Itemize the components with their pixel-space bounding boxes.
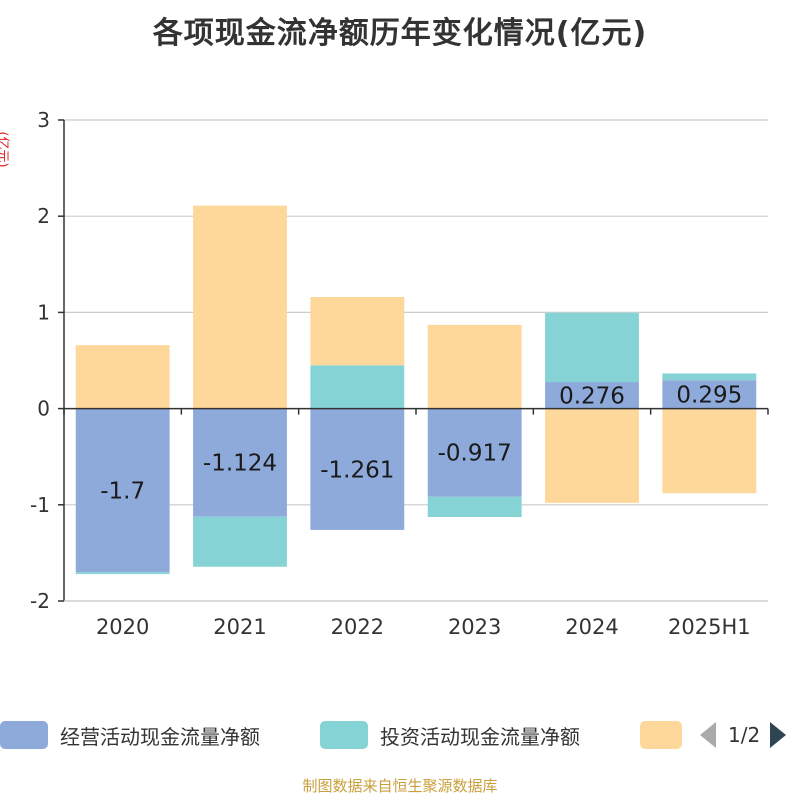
x-tick-label: 2022 bbox=[331, 615, 384, 639]
data-label: -1.261 bbox=[320, 457, 394, 483]
y-tick-label: 0 bbox=[37, 397, 50, 421]
data-label: 0.276 bbox=[559, 383, 625, 409]
bar-series2-2024 bbox=[545, 408, 639, 503]
legend-label-operating: 经营活动现金流量净额 bbox=[60, 724, 260, 749]
bar-series2-2023 bbox=[427, 324, 522, 409]
y-tick-label: 1 bbox=[37, 300, 50, 324]
bar-series0-2022 bbox=[310, 408, 405, 530]
bars bbox=[75, 205, 757, 575]
legend-swatch-third bbox=[640, 721, 682, 749]
data-source-note: 制图数据来自恒生聚源数据库 bbox=[302, 777, 498, 795]
y-tick-label: 3 bbox=[37, 108, 50, 132]
bar-series0-2020 bbox=[75, 408, 170, 573]
y-tick-label: -2 bbox=[30, 589, 50, 613]
data-label: -1.7 bbox=[100, 478, 145, 504]
bar-series1-2024 bbox=[545, 312, 639, 383]
data-label: 0.295 bbox=[676, 382, 742, 408]
data-label: -1.124 bbox=[203, 451, 277, 477]
axes: -2 -1 0 1 2 3 2020 2021 2022 2023 2024 2025H1 bbox=[30, 108, 769, 639]
bar-series1-2025H1 bbox=[662, 373, 757, 381]
legend-swatch-operating bbox=[0, 721, 48, 749]
legend-item-investing[interactable]: 投资活动现金流量净额 bbox=[320, 715, 580, 755]
next-page-icon[interactable] bbox=[770, 722, 787, 748]
chart-title: 各项现金流净额历年变化情况(亿元) bbox=[152, 16, 648, 51]
legend: 经营活动现金流量净额 投资活动现金流量净额 bbox=[0, 715, 800, 755]
bar-series1-2022 bbox=[310, 365, 405, 409]
x-tick-label: 2023 bbox=[448, 615, 501, 639]
legend-item-financing[interactable] bbox=[640, 715, 694, 755]
x-tick-label: 2020 bbox=[96, 615, 149, 639]
bar-series0-2025H1 bbox=[662, 380, 757, 409]
legend-pager: 1/2 bbox=[700, 715, 787, 755]
x-tick-label: 2025H1 bbox=[668, 615, 751, 639]
legend-swatch-investing bbox=[320, 721, 368, 749]
bar-series1-2021 bbox=[193, 516, 287, 567]
data-label: -0.917 bbox=[438, 441, 512, 467]
bar-series2-2021 bbox=[193, 205, 287, 409]
bar-series0-2024 bbox=[545, 382, 639, 409]
prev-page-icon[interactable] bbox=[700, 722, 716, 748]
data-labels: -1.7 -1.124 -1.261 -0.917 0.276 0.295 bbox=[100, 382, 742, 504]
legend-label-investing: 投资活动现金流量净额 bbox=[380, 724, 580, 749]
bar-series1-2020 bbox=[75, 572, 170, 575]
x-tick-label: 2021 bbox=[213, 615, 266, 639]
y-tick-label: 2 bbox=[37, 204, 50, 228]
bar-series0-2021 bbox=[193, 408, 287, 517]
bar-series2-2025H1 bbox=[662, 408, 757, 494]
y-tick-label: -1 bbox=[30, 493, 50, 517]
bar-series2-2022 bbox=[310, 297, 405, 366]
legend-item-operating[interactable]: 经营活动现金流量净额 bbox=[0, 715, 260, 755]
bar-series1-2023 bbox=[427, 496, 522, 518]
legend-page-indicator: 1/2 bbox=[728, 723, 761, 747]
x-tick-label: 2024 bbox=[565, 615, 618, 639]
bar-series2-2020 bbox=[75, 345, 170, 409]
bar-series0-2023 bbox=[427, 408, 522, 497]
